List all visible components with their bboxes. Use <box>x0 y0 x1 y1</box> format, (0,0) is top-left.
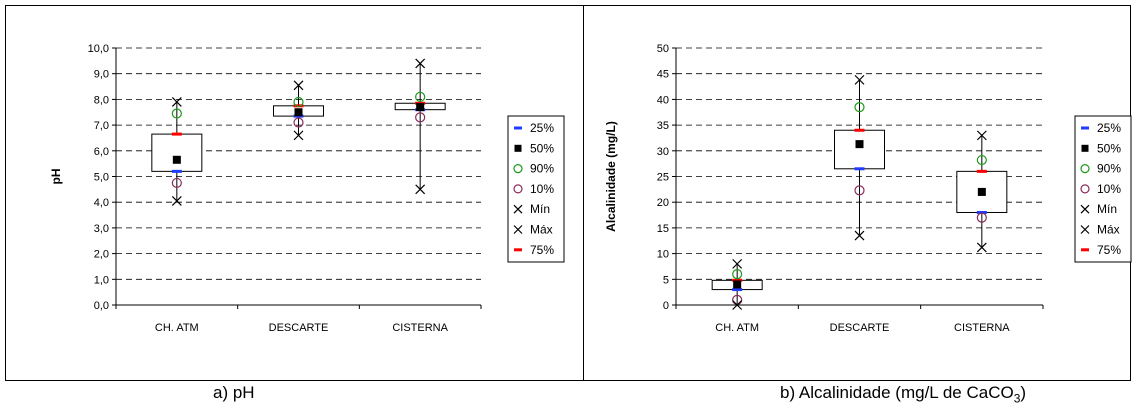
chart1-ytick-label: 5,0 <box>94 172 109 184</box>
chart1-marker-p50 <box>294 108 303 117</box>
chart1-box <box>151 133 203 172</box>
chart2-box <box>834 129 885 170</box>
chart1-legend-label: 25% <box>530 121 554 135</box>
chart1-marker-p50 <box>416 103 425 112</box>
chart2-marker-max <box>732 258 743 269</box>
chart1-ytick-label: 0,0 <box>94 300 109 312</box>
chart1-legend-symbol <box>513 184 523 194</box>
chart1-legend-label: 10% <box>530 182 554 196</box>
chart1-legend-label: 90% <box>530 162 554 176</box>
caption-ph-text: a) pH <box>213 383 255 402</box>
chart2-ylabel: Alcalinidade (mg/L) <box>604 121 618 232</box>
chart1-marker-p50 <box>172 155 181 164</box>
chart1-ytick-label: 10,0 <box>88 43 109 55</box>
chart2-ytick-label: 20 <box>657 197 669 209</box>
caption-alc-text: b) Alcalinidade (mg/L de CaCO <box>780 383 1014 402</box>
chart1-ylabel: pH <box>49 169 63 185</box>
chart1-legend-label: Máx <box>530 223 553 237</box>
chart1-category-label: CH. ATM <box>155 322 199 334</box>
chart1-legend-symbol <box>513 204 523 214</box>
chart1-ytick-label: 7,0 <box>94 120 109 132</box>
chart2-marker-max <box>854 74 865 85</box>
chart2-legend-label: 10% <box>1097 182 1121 196</box>
chart1-legend-box <box>507 115 565 263</box>
chart1-marker-max <box>171 97 182 107</box>
chart2-legend-symbol <box>1080 184 1090 194</box>
chart2-category-label: CH. ATM <box>715 322 759 334</box>
chart2-legend-label: 90% <box>1097 162 1121 176</box>
chart2-marker-p50 <box>977 187 986 196</box>
chart2-legend-label: Máx <box>1097 223 1120 237</box>
chart1-legend-symbol <box>513 164 523 174</box>
chart1-marker-p90 <box>415 91 426 102</box>
chart2-marker-min <box>732 300 743 310</box>
chart2-ytick-label: 30 <box>657 146 669 158</box>
chart2-marker-p50 <box>733 280 742 289</box>
chart2-marker-p90 <box>732 269 743 280</box>
chart2-marker-max <box>976 130 987 141</box>
chart2-ytick-label: 0 <box>663 300 669 312</box>
chart2-ytick-label: 25 <box>657 172 669 184</box>
chart1-marker-p10 <box>415 112 426 123</box>
chart2-legend-label: Mín <box>1097 202 1117 216</box>
chart2-legend-symbol <box>1081 144 1089 152</box>
chart2-ytick-label: 45 <box>657 69 669 81</box>
chart2-category-label: DESCARTE <box>830 322 890 334</box>
chart1-ytick-label: 4,0 <box>94 197 109 209</box>
chart1-legend-label: Mín <box>530 202 550 216</box>
chart2-ytick-label: 10 <box>657 249 669 261</box>
chart2-ytick-label: 50 <box>657 43 669 55</box>
chart1-ytick-label: 8,0 <box>94 94 109 106</box>
chart2-legend-label: 25% <box>1097 121 1121 135</box>
chart1-ytick-label: 1,0 <box>94 274 109 286</box>
chart1-marker-p90 <box>293 96 304 108</box>
chart2-marker-p90 <box>854 102 865 113</box>
chart2-ytick-label: 5 <box>663 274 669 286</box>
chart2-marker-min <box>854 230 865 241</box>
chart1-legend-symbol <box>513 225 523 234</box>
chart1-ytick-label: 2,0 <box>94 249 109 261</box>
chart1-category-label: CISTERNA <box>392 322 448 334</box>
chart2-legend-symbol <box>1080 204 1090 214</box>
chart1-marker-min <box>415 184 426 195</box>
chart1-ytick-label: 3,0 <box>94 223 109 235</box>
caption-ph: a) pH <box>213 383 255 403</box>
chart1-legend-symbol <box>514 144 522 152</box>
chart2-ytick-label: 35 <box>657 120 669 132</box>
caption-alc-subscript: 3 <box>1013 391 1021 406</box>
caption-alc-suffix: ) <box>1020 383 1027 402</box>
chart2-marker-p50 <box>855 140 864 149</box>
chart1-marker-max <box>415 58 426 69</box>
chart2-marker-p90 <box>976 154 987 166</box>
chart1-legend-label: 50% <box>530 141 554 155</box>
panel-divider <box>583 5 584 381</box>
chart1-category-label: DESCARTE <box>269 322 329 334</box>
chart2-ytick-label: 15 <box>657 223 669 235</box>
chart2-legend-label: 50% <box>1097 141 1121 155</box>
chart1-marker-max <box>293 80 304 91</box>
chart2-category-label: CISTERNA <box>954 322 1010 334</box>
chart1-marker-p90 <box>171 108 182 119</box>
chart1-marker-p10 <box>171 177 182 189</box>
chart1-legend-label: 75% <box>530 243 554 257</box>
chart1-marker-min <box>171 195 182 206</box>
chart2-ytick-label: 40 <box>657 94 669 106</box>
chart2-legend-symbol <box>1080 164 1090 174</box>
chart2-marker-min <box>976 242 987 253</box>
chart2-legend-box <box>1074 115 1132 263</box>
chart1-ytick-label: 6,0 <box>94 146 109 158</box>
chart2-marker-p10 <box>854 185 865 196</box>
caption-alcalinidade: b) Alcalinidade (mg/L de CaCO3) <box>780 383 1026 405</box>
chart1-marker-p10 <box>293 117 304 128</box>
chart2-legend-symbol <box>1080 225 1090 234</box>
chart2-marker-p10 <box>976 212 987 223</box>
chart2-legend-label: 75% <box>1097 243 1121 257</box>
chart1-ytick-label: 9,0 <box>94 69 109 81</box>
chart1-marker-min <box>293 130 304 141</box>
